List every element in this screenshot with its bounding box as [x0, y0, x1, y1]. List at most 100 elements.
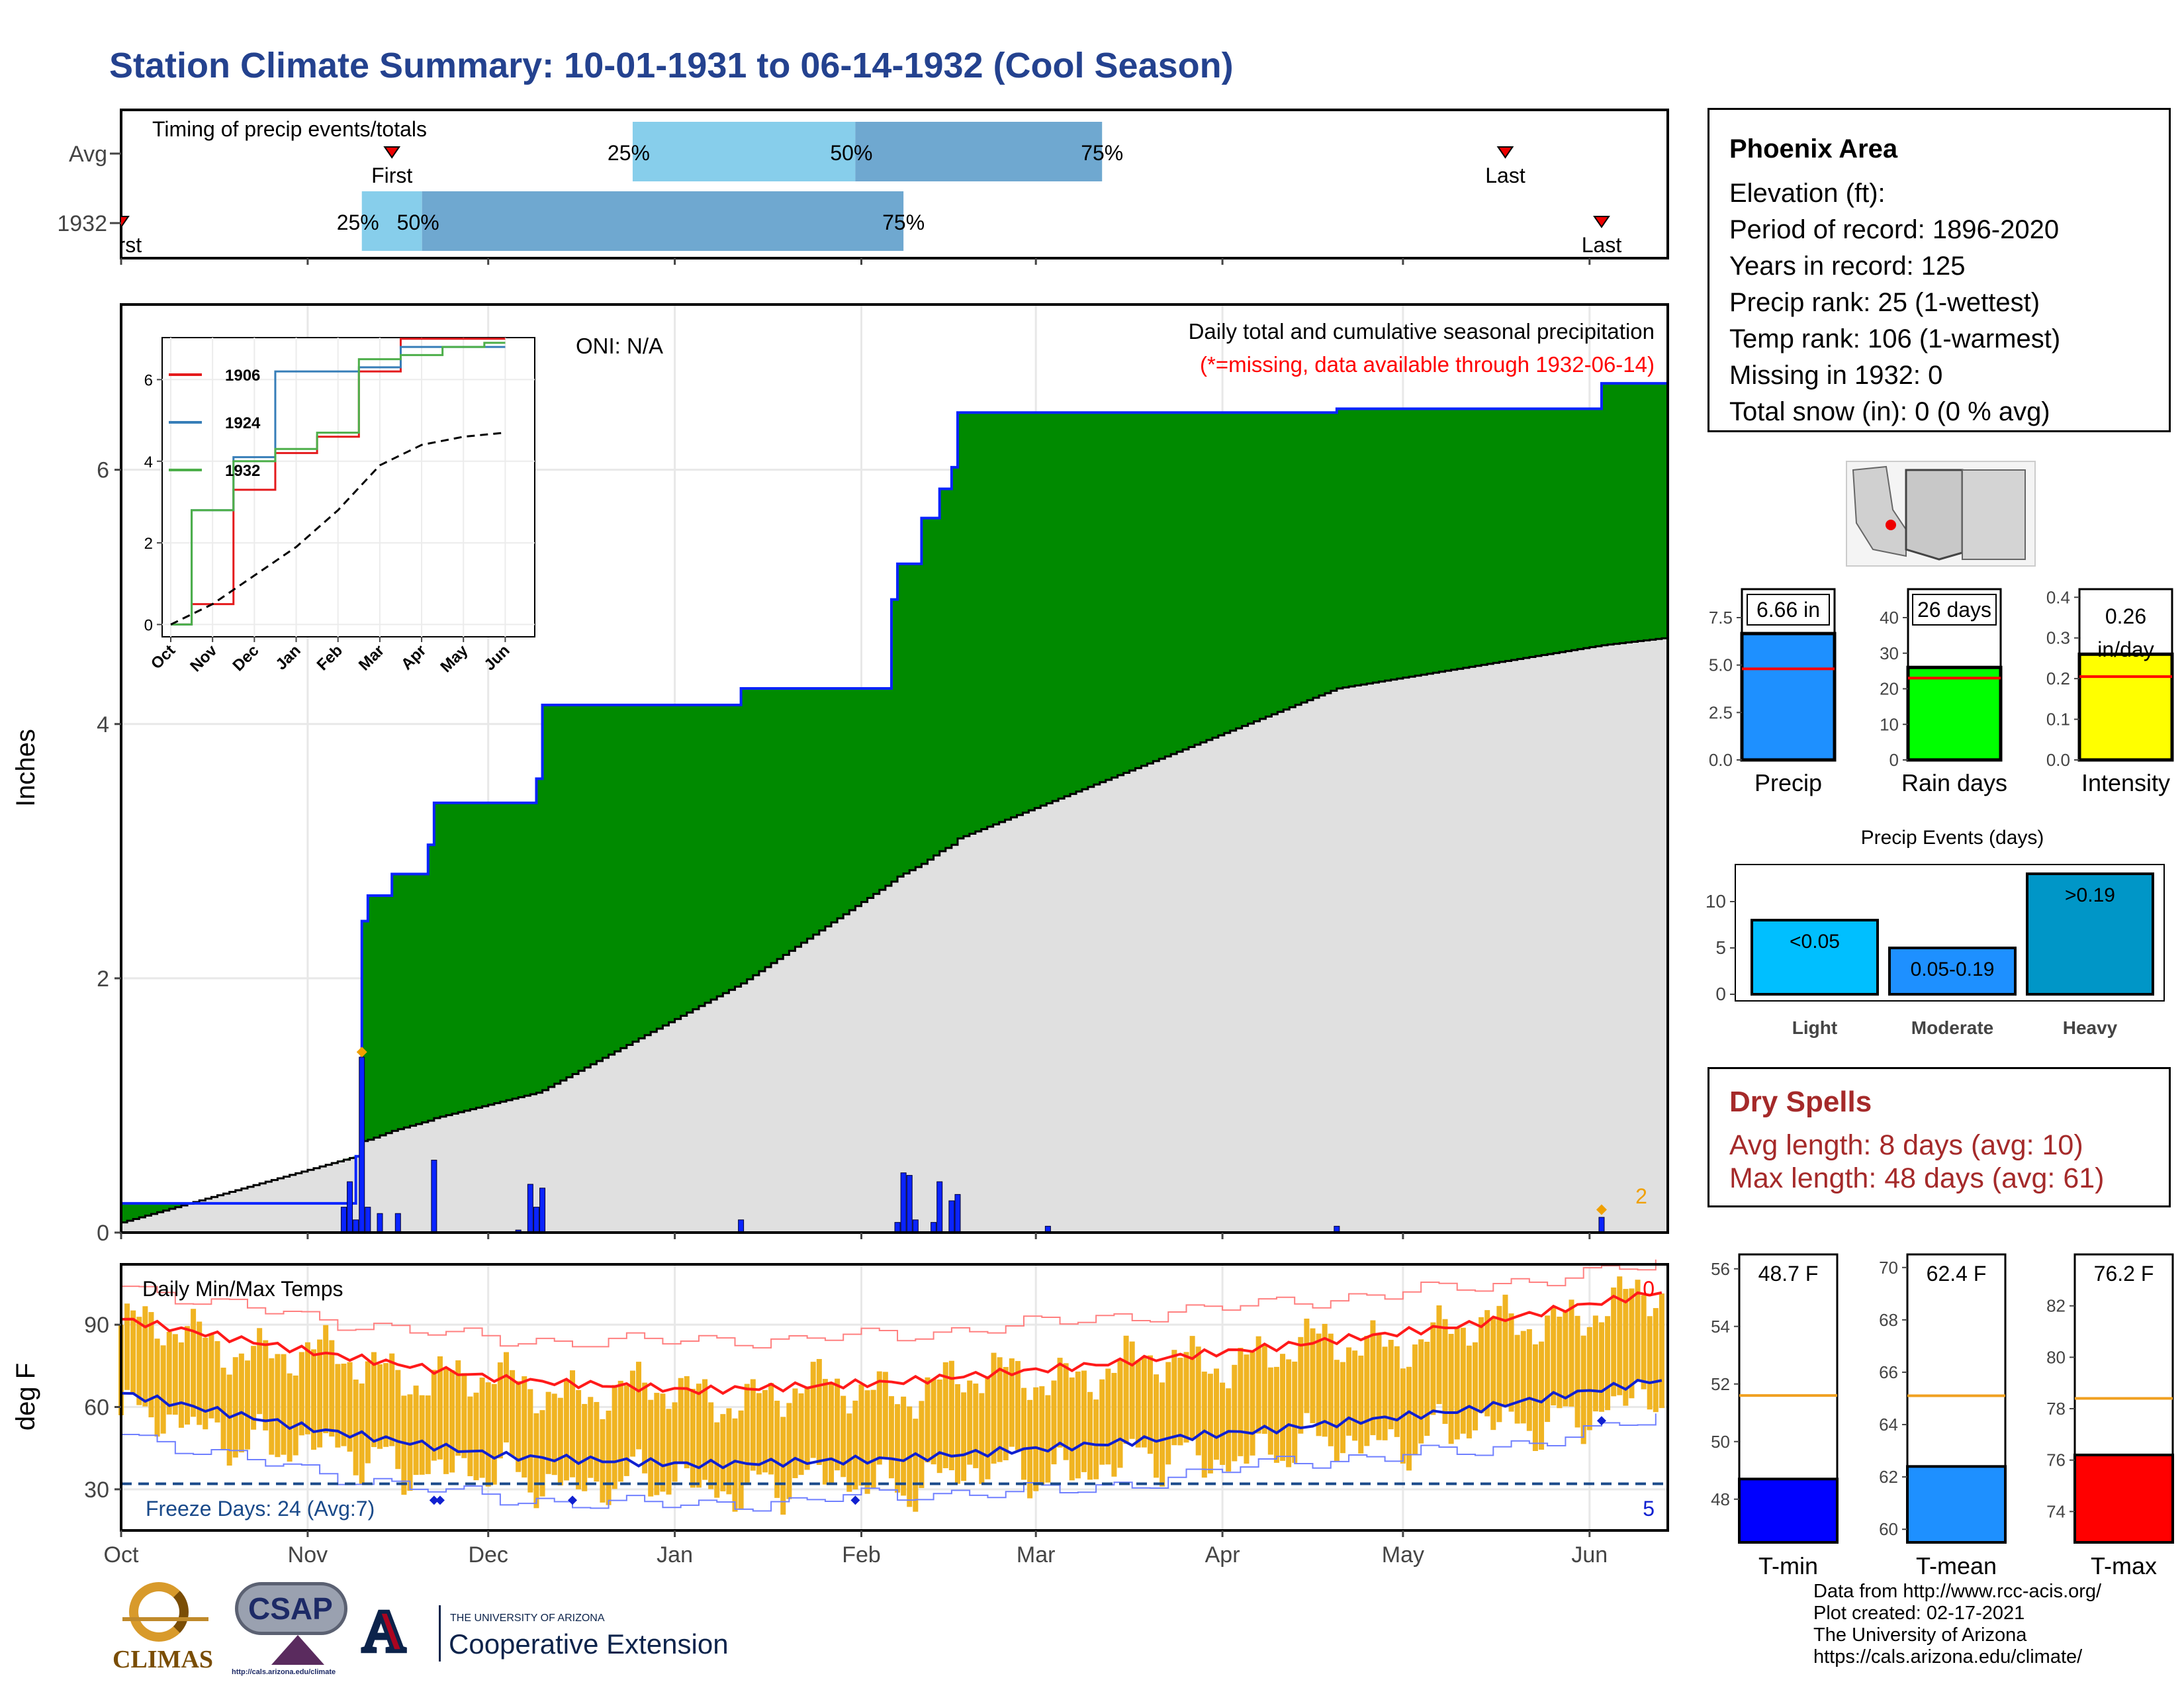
precip-mini-bar [1740, 632, 1837, 762]
daily-temp-bar [130, 1310, 136, 1394]
daily-temp-bar [1015, 1361, 1021, 1450]
daily-temp-bar [1346, 1347, 1352, 1436]
daily-temp-bar [1021, 1387, 1027, 1480]
daily-temp-bar [1117, 1358, 1123, 1468]
daily-temp-bar [461, 1373, 467, 1458]
daily-temp-bar [835, 1378, 841, 1471]
daily-temp-bar [612, 1385, 617, 1489]
daily-precip-bar [527, 1184, 533, 1233]
precip-mini-ytick-label: 0.0 [1709, 750, 1733, 770]
daily-temp-bar [1063, 1363, 1069, 1460]
daily-precip-bar [539, 1188, 546, 1233]
precip-mini-ytick-label: 7.5 [1709, 608, 1733, 628]
raindays-value-label: 26 days [1917, 598, 1991, 622]
record-min-count: 5 [1643, 1497, 1655, 1521]
daily-temp-bar [967, 1380, 973, 1465]
daily-temp-bar [1508, 1313, 1514, 1412]
daily-temp-bar [1424, 1341, 1430, 1436]
tmax-bar-bar [2073, 1453, 2174, 1544]
precip-mini-ytick-label: 5.0 [1709, 655, 1733, 675]
tmean-bar-label: T-mean [1916, 1552, 1997, 1579]
daily-temp-bar [1280, 1354, 1286, 1461]
raindays-mini-ytick-label: 20 [1880, 679, 1899, 699]
daily-temp-bar [1641, 1295, 1647, 1389]
intensity-mini-bar [2077, 652, 2174, 762]
daily-temp-bar [1647, 1316, 1653, 1410]
precip-panel-frame [120, 303, 1669, 1234]
daily-temp-bar [251, 1346, 257, 1430]
tmin-bar-label: T-min [1758, 1552, 1818, 1579]
daily-temp-bar [786, 1403, 792, 1499]
daily-temp-bar [1189, 1336, 1195, 1438]
daily-temp-bar [666, 1409, 672, 1495]
daily-temp-bar [1226, 1388, 1232, 1472]
daily-temp-bar [1358, 1355, 1364, 1454]
daily-temp-bar [1009, 1358, 1015, 1447]
daily-temp-bar [304, 1342, 310, 1434]
daily-precip-bar [906, 1175, 913, 1233]
daily-temp-bar [642, 1382, 648, 1474]
precip-legend-title: Daily total and cumulative seasonal prec… [1189, 319, 1655, 344]
daily-temp-bar [1557, 1317, 1563, 1409]
timing-avg-first-marker [383, 146, 401, 159]
precip-value-label: 6.66 in [1756, 598, 1820, 622]
daily-temp-bar [919, 1401, 925, 1488]
daily-temp-bar [1033, 1387, 1039, 1491]
daily-temp-bar [954, 1384, 960, 1484]
climas-arrow-icon [122, 1617, 208, 1621]
timing-1932-p75-label: 75% [882, 211, 925, 234]
daily-precip-bar [936, 1181, 943, 1233]
tmean-bar-ytick-label: 62 [1879, 1467, 1898, 1487]
daily-temp-bar [1238, 1348, 1244, 1456]
daily-temp-bar [1304, 1318, 1310, 1413]
daily-temp-bar [522, 1376, 527, 1478]
raindays-mini-ytick-label: 40 [1880, 608, 1899, 628]
intensity-mini-ytick-label: 0.2 [2046, 669, 2070, 688]
daily-temp-bar [353, 1380, 359, 1476]
daily-temp-bar [606, 1411, 612, 1505]
daily-temp-bar [497, 1362, 503, 1459]
daily-temp-bar [582, 1403, 588, 1491]
daily-temp-bar [281, 1354, 287, 1455]
intensity-mini-ytick-label: 0.0 [2046, 750, 2070, 770]
events-bar-label-heavy: >0.19 [2065, 884, 2115, 906]
daily-temp-bar [1316, 1333, 1322, 1436]
daily-temp-bar [1539, 1341, 1545, 1450]
daily-temp-bar [1129, 1341, 1135, 1439]
tmin-bar-value-label: 48.7 F [1758, 1262, 1819, 1286]
daily-temp-bar [1484, 1310, 1490, 1417]
daily-temp-bar [1473, 1342, 1479, 1430]
daily-temp-bar [1563, 1310, 1569, 1407]
daily-temp-bar [1160, 1382, 1165, 1487]
month-label-nov: Nov [288, 1542, 328, 1568]
daily-temp-bar [1406, 1366, 1412, 1471]
precip-value-box [1747, 594, 1830, 626]
daily-temp-bar [997, 1357, 1003, 1462]
daily-temp-bar [895, 1404, 901, 1493]
daily-temp-bar [1045, 1395, 1051, 1483]
daily-temp-bar [503, 1352, 509, 1443]
daily-temp-bar [882, 1372, 888, 1458]
raindays-mini-label: Rain days [1901, 769, 2007, 796]
daily-temp-bar [744, 1383, 750, 1484]
tmax-bar-ytick-label: 80 [2046, 1347, 2066, 1367]
daily-temp-bar [510, 1370, 516, 1456]
daily-temp-bar [690, 1389, 696, 1488]
daily-temp-bar [1430, 1322, 1436, 1415]
daily-temp-bar [714, 1422, 720, 1498]
climas-sun-icon [129, 1582, 189, 1642]
daily-temp-bar [738, 1410, 744, 1510]
freeze-days-label: Freeze Days: 24 (Avg:7) [146, 1497, 375, 1521]
station-name: Phoenix Area [1729, 134, 1898, 164]
month-label-apr: Apr [1205, 1542, 1240, 1568]
month-label-jun: Jun [1571, 1542, 1608, 1568]
timing-avg-last-marker [1496, 146, 1514, 159]
timing-avg-p75-label: 75% [1081, 141, 1123, 165]
daily-temp-bar [467, 1396, 473, 1477]
daily-temp-bar [732, 1418, 738, 1512]
tmax-bar-ytick-label: 78 [2046, 1399, 2066, 1419]
events-ytick-label: 10 [1706, 891, 1726, 912]
daily-temp-bar [1653, 1308, 1659, 1413]
daily-temp-bar [443, 1368, 449, 1474]
daily-temp-bar [1201, 1372, 1207, 1478]
